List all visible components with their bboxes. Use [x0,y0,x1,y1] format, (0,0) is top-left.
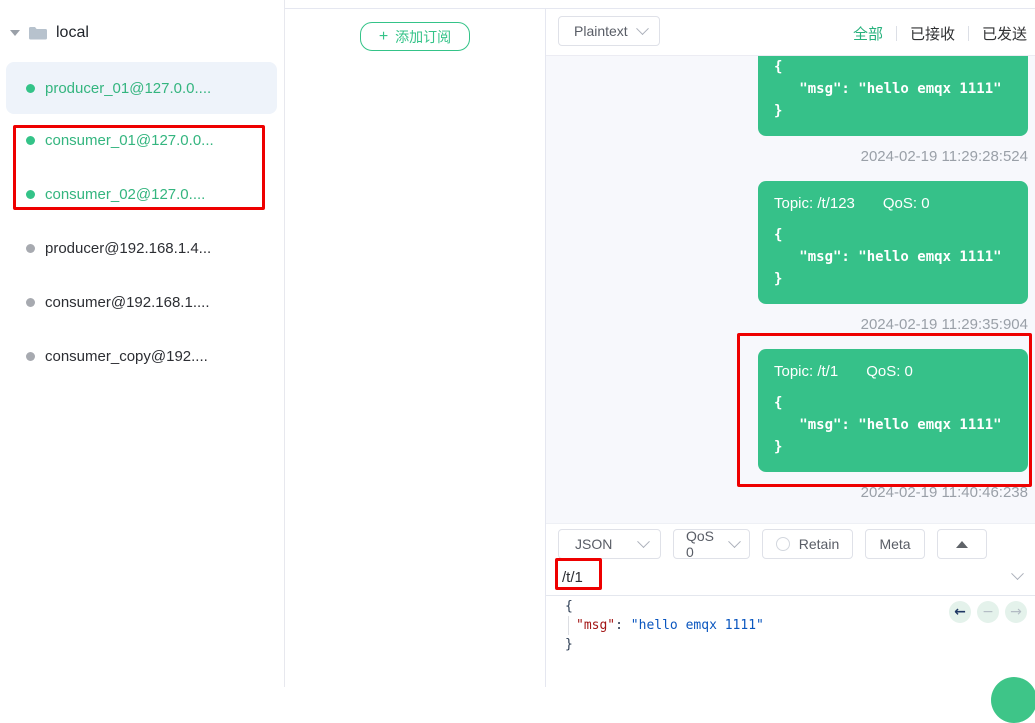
message-card[interactable]: { "msg": "hello emqx 1111" } [758,56,1028,136]
publish-qos-select[interactable]: QoS 0 [673,528,750,560]
publish-format-value: JSON [575,536,613,552]
payload-editor[interactable]: { "msg": "hello emqx 1111" } [546,597,1035,688]
message-payload-line: } [774,103,783,119]
status-dot-icon [26,83,35,93]
payload-separator: : [615,618,631,633]
left-arrow-icon: ← [954,604,966,620]
connection-item-producer-01[interactable]: producer_01@127.0.0.... [6,62,277,114]
status-dot-icon [26,135,35,145]
radio-icon[interactable] [775,537,790,551]
payload-close-brace: } [565,637,573,652]
payload-key: "msg" [576,618,616,633]
topic-input-row[interactable]: /t/1 [546,559,1035,596]
right-arrow-icon: → [1010,604,1022,620]
folder-icon [29,27,47,40]
connections-sidebar: local producer_01@127.0.0.... consumer_0… [0,0,285,687]
clear-message-button[interactable]: − [977,601,999,623]
minus-icon: − [982,604,994,620]
payload-open-brace: { [565,599,573,614]
chevron-down-icon [637,534,650,548]
message-card[interactable]: Topic: /t/123 QoS: 0 { "msg": "hello emq… [758,181,1028,304]
message-filter-tabs: 全部 已接收 已发送 [853,23,1027,44]
payload-format-select[interactable]: Plaintext [558,16,660,46]
status-dot-icon [26,297,35,307]
send-button[interactable] [991,677,1035,723]
message-topic: Topic: /t/1 [774,363,839,380]
connection-item-producer-192[interactable]: producer@192.168.1.4... [0,222,285,274]
message-list[interactable]: { "msg": "hello emqx 1111" } 2024-02-19 … [546,55,1035,523]
message-payload-line: { [774,227,783,243]
connection-label: producer@192.168.1.4... [45,239,212,257]
connection-item-consumer-02[interactable]: consumer_02@127.0.... [0,168,285,220]
meta-label: Meta [879,536,911,552]
add-subscription-label: 添加订阅 [395,28,452,45]
payload-format-value: Plaintext [574,23,628,39]
publish-panel: JSON QoS 0 Retain Meta /t/1 { "msg": "he… [546,523,1035,723]
retain-label: Retain [798,536,840,552]
message-timestamp: 2024-02-19 11:40:46:238 [860,484,1028,501]
connection-label: producer_01@127.0.0.... [45,79,212,97]
tab-received[interactable]: 已接收 [909,26,955,43]
top-divider [285,8,1035,9]
publish-format-select[interactable]: JSON [558,529,661,559]
status-dot-icon [26,189,35,199]
triangle-up-icon [956,540,968,548]
message-payload-line: } [774,439,783,455]
message-payload-line: "msg": "hello emqx 1111" [774,81,1002,97]
topic-input[interactable]: /t/1 [562,569,583,586]
collection-name: local [56,24,89,41]
status-dot-icon [26,351,35,361]
message-payload-line: "msg": "hello emqx 1111" [774,249,1002,265]
message-card-highlighted[interactable]: Topic: /t/1 QoS: 0 { "msg": "hello emqx … [758,349,1028,472]
subscriptions-panel: + 添加订阅 [285,0,545,687]
connection-label: consumer_copy@192.... [45,347,208,365]
collapse-panel-button[interactable] [937,529,987,559]
publish-qos-value: QoS 0 [686,528,715,560]
message-payload-line: } [774,271,783,287]
message-payload-line: "msg": "hello emqx 1111" [774,417,1002,433]
chevron-down-icon[interactable] [1011,567,1024,581]
message-qos: QoS: 0 [866,363,913,380]
tab-sent[interactable]: 已发送 [981,26,1027,43]
connection-label: consumer_02@127.0.... [45,185,206,203]
chevron-down-icon [728,534,741,548]
plus-icon: + [378,27,389,45]
connection-item-consumer-192[interactable]: consumer@192.168.1.... [0,276,285,328]
connection-label: consumer_01@127.0.0... [45,131,214,149]
message-timestamp: 2024-02-19 11:29:28:524 [860,148,1028,165]
status-dot-icon [26,243,35,253]
collection-row[interactable]: local [10,20,89,46]
tab-divider [895,26,897,41]
message-topic: Topic: /t/123 [774,195,855,212]
connection-item-consumer-01[interactable]: consumer_01@127.0.0... [0,114,285,166]
payload-value: "hello emqx 1111" [630,618,764,633]
tab-divider [967,26,969,41]
collapse-caret-icon[interactable] [10,30,20,36]
message-payload-line: { [774,59,783,75]
message-qos: QoS: 0 [882,195,930,212]
retain-toggle[interactable]: Retain [762,529,853,559]
add-subscription-button[interactable]: + 添加订阅 [360,22,470,51]
tab-all[interactable]: 全部 [852,26,883,43]
connection-item-consumer-copy[interactable]: consumer_copy@192.... [0,330,285,382]
panel-divider [545,8,546,687]
history-back-button[interactable]: ← [949,601,971,623]
meta-button[interactable]: Meta [865,529,925,559]
connection-label: consumer@192.168.1.... [45,293,210,311]
history-forward-button[interactable]: → [1005,601,1027,623]
message-payload-line: { [774,395,783,411]
chevron-down-icon [636,21,649,35]
message-timestamp: 2024-02-19 11:29:35:904 [860,316,1028,333]
